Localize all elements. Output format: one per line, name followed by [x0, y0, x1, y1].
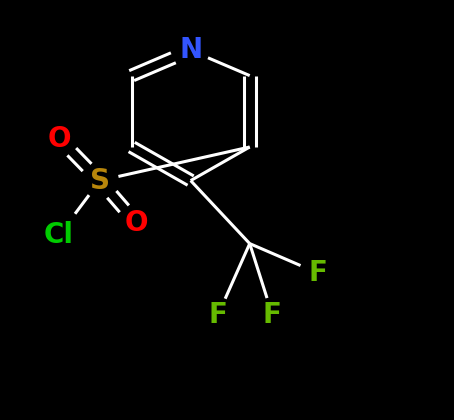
Text: O: O	[47, 125, 71, 152]
Text: O: O	[124, 209, 148, 236]
Text: F: F	[263, 301, 282, 329]
Text: F: F	[308, 259, 327, 287]
Text: S: S	[90, 167, 110, 194]
Text: F: F	[208, 301, 227, 329]
Text: N: N	[179, 37, 202, 64]
Text: Cl: Cl	[44, 221, 74, 249]
